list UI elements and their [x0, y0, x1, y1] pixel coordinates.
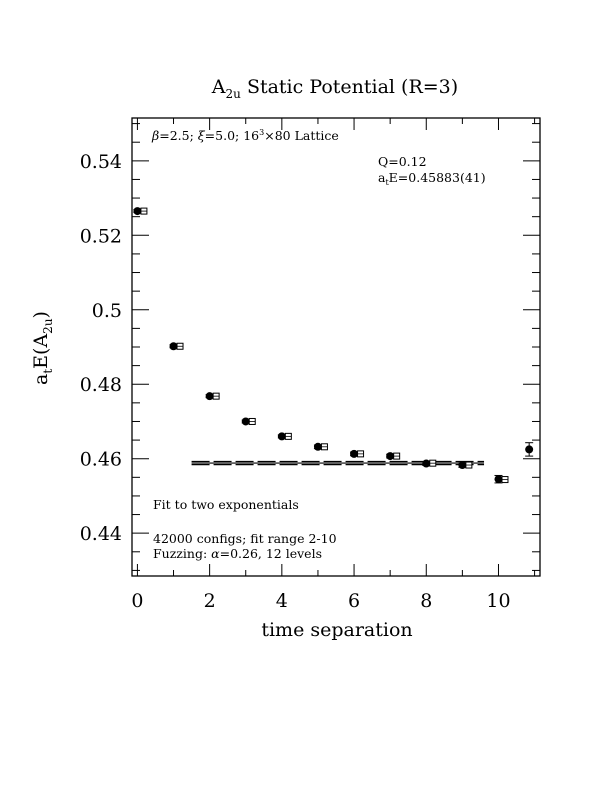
- y-tick-label: 0.44: [80, 523, 122, 545]
- fit-band: [191, 460, 485, 466]
- x-tick-label: 10: [486, 590, 510, 612]
- data-point-circle: [494, 475, 503, 484]
- y-axis-label: atE(A2u): [30, 311, 55, 385]
- fuzzing-annotation: Fuzzing: α=0.26, 12 levels: [153, 546, 322, 561]
- configs-annotation: 42000 configs; fit range 2-10: [153, 531, 337, 546]
- y-tick-label: 0.48: [80, 374, 122, 396]
- data-point-circle: [205, 392, 214, 401]
- data-point-circle: [422, 459, 431, 468]
- x-tick-label: 6: [348, 590, 360, 612]
- data-point-circle: [458, 461, 467, 470]
- chart-title: A2u Static Potential (R=3): [211, 76, 458, 101]
- y-tick-label: 0.52: [80, 225, 122, 247]
- y-tick-label: 0.54: [80, 151, 122, 173]
- energy-annotation: atE=0.45883(41): [378, 170, 486, 187]
- axis-ticks: [132, 118, 540, 576]
- data-point-circle: [313, 442, 322, 451]
- lattice-annotation: β=2.5; ξ=5.0; 163×80 Lattice: [151, 128, 339, 143]
- x-tick-label: 2: [204, 590, 216, 612]
- title-main: A: [211, 76, 226, 98]
- tick-labels: 0 2 4 6 8 10 0.44 0.46 0.48 0.5 0.52 0.54: [80, 151, 511, 612]
- data-point-circle: [277, 432, 286, 441]
- x-axis-label: time separation: [261, 619, 412, 641]
- y-tick-label: 0.5: [92, 300, 122, 322]
- title-sub: 2u: [226, 87, 242, 101]
- q-annotation: Q=0.12: [378, 154, 427, 169]
- x-tick-label: 0: [131, 590, 143, 612]
- data-point-circle: [169, 342, 178, 351]
- x-tick-label: 4: [276, 590, 288, 612]
- title-rest: Static Potential (R=3): [241, 76, 458, 98]
- fit-label: Fit to two exponentials: [153, 497, 299, 512]
- data-point-circle: [350, 449, 359, 458]
- data-points: [133, 207, 534, 484]
- y-tick-label: 0.46: [80, 449, 122, 471]
- data-point-circle: [241, 417, 250, 426]
- data-point-circle: [525, 445, 534, 454]
- data-point-circle: [133, 207, 142, 216]
- data-point-circle: [386, 452, 395, 461]
- x-tick-label: 8: [420, 590, 432, 612]
